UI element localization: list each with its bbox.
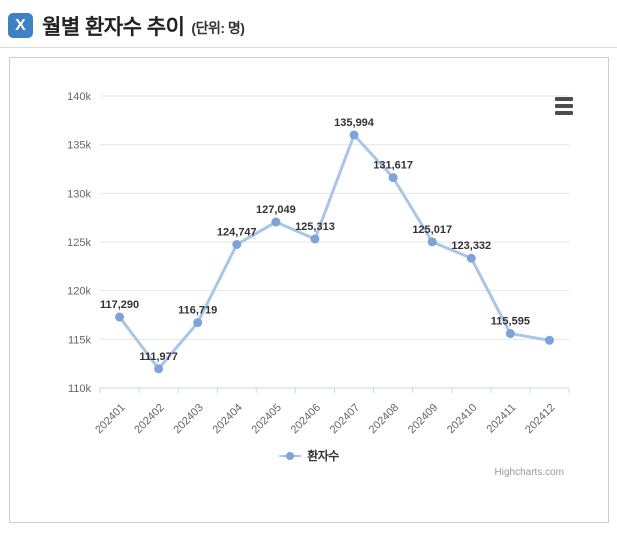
x-axis-label: 202404 <box>210 402 244 436</box>
x-axis-label: 202410 <box>445 402 479 436</box>
x-axis-label: 202412 <box>523 402 557 436</box>
y-axis-label: 110k <box>68 383 92 395</box>
data-label: 125,313 <box>295 221 335 233</box>
data-label: 127,049 <box>256 204 296 216</box>
x-axis-label: 202411 <box>485 402 519 436</box>
legend-item-patients[interactable]: 환자수 <box>279 447 339 464</box>
x-axis-label: 202408 <box>367 402 401 436</box>
y-axis-label: 130k <box>67 188 91 200</box>
burger-bar <box>555 104 573 108</box>
data-label: 124,747 <box>217 226 257 238</box>
data-point <box>193 318 203 328</box>
y-axis-label: 115k <box>68 334 92 346</box>
data-point <box>466 253 476 263</box>
data-label: 125,017 <box>412 224 452 236</box>
y-axis-label: 140k <box>67 91 91 103</box>
x-axis-label: 202405 <box>250 402 284 436</box>
data-point <box>388 173 398 183</box>
x-axis-label: 202401 <box>93 402 127 436</box>
x-axis-label: 202407 <box>328 402 362 436</box>
page-title: 월별 환자수 추이 <box>42 15 185 39</box>
data-label: 123,332 <box>451 240 491 252</box>
app-logo-icon: X <box>8 13 33 38</box>
data-label: 135,994 <box>334 117 375 129</box>
data-point <box>505 329 515 339</box>
data-point <box>544 335 554 345</box>
y-axis-label: 135k <box>67 140 91 152</box>
y-axis-label: 120k <box>67 286 91 298</box>
page-subtitle: (단위: 명) <box>191 19 245 36</box>
data-point <box>232 239 242 249</box>
data-label: 116,719 <box>178 305 217 317</box>
data-point <box>271 217 281 227</box>
burger-bar <box>555 111 573 115</box>
data-point <box>427 237 437 247</box>
data-point <box>154 364 164 374</box>
chart-menu-button[interactable] <box>555 95 577 117</box>
burger-bar <box>555 97 573 101</box>
series-line <box>118 133 551 371</box>
x-axis-label: 202406 <box>289 402 323 436</box>
data-label: 131,617 <box>373 160 413 172</box>
data-label: 111,977 <box>139 351 178 363</box>
chart-legend: 환자수 <box>10 447 608 464</box>
x-axis-label: 202403 <box>171 402 205 436</box>
line-chart: 110k 115k 120k 125k 130k 135k 140k 202401 202402… <box>67 91 570 436</box>
data-point <box>115 312 125 322</box>
x-axis-label: 202409 <box>406 402 440 436</box>
data-point <box>310 234 320 244</box>
data-label: 117,290 <box>100 299 139 311</box>
data-point <box>349 130 359 140</box>
chart-panel: 110k 115k 120k 125k 130k 135k 140k 202401 202402… <box>9 57 609 523</box>
legend-line-marker-icon <box>279 450 302 462</box>
y-axis-label: 125k <box>67 237 91 249</box>
legend-label: 환자수 <box>307 449 339 463</box>
x-axis-label: 202402 <box>132 402 166 436</box>
highcharts-credit[interactable]: Highcharts.com <box>494 467 564 478</box>
page-header: X 월별 환자수 추이 (단위: 명) <box>0 0 617 47</box>
data-label: 115,595 <box>491 316 530 328</box>
header-divider <box>0 47 617 48</box>
